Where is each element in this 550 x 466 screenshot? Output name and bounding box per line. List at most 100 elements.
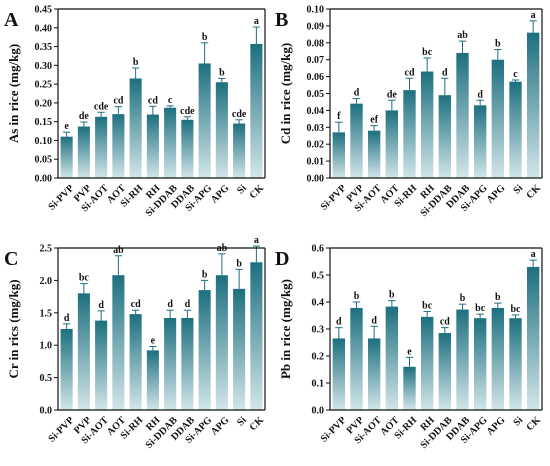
y-tick-label: 0.02 (307, 140, 325, 151)
significance-letter: d (98, 300, 104, 311)
bar (164, 107, 177, 178)
bar (491, 59, 505, 179)
significance-letter: b (202, 269, 208, 280)
bar (332, 132, 346, 178)
bar (367, 130, 381, 178)
significance-letter: b (495, 292, 501, 303)
x-tick-label: APG (485, 415, 508, 438)
significance-letter: d (185, 299, 191, 310)
bar (233, 123, 246, 178)
significance-letter: bc (511, 304, 522, 315)
x-tick-label: Si-PVP (319, 183, 349, 213)
significance-letter: b (460, 293, 466, 304)
y-tick-label: 2.5 (40, 244, 53, 255)
significance-letter: e (151, 335, 156, 346)
significance-letter: bc (79, 273, 90, 284)
y-tick-label: 0.3 (312, 325, 325, 336)
bar (60, 329, 73, 410)
y-tick-label: 0.30 (35, 61, 53, 72)
significance-letter: e (407, 346, 412, 357)
y-tick-label: 0.40 (35, 23, 53, 34)
significance-letter: a (254, 16, 259, 27)
bar (350, 307, 363, 410)
y-tick-label: 0.01 (307, 157, 325, 168)
y-tick-label: 0.00 (307, 174, 325, 185)
x-tick-label: Si (511, 183, 525, 197)
bar (129, 314, 142, 410)
y-tick-label: 0.10 (35, 136, 53, 147)
x-tick-label: CK (524, 183, 543, 202)
bar (385, 306, 399, 410)
significance-letter: cd (405, 67, 415, 78)
y-tick-label: 0.10 (307, 5, 325, 16)
y-tick-label: 0.25 (35, 80, 53, 91)
significance-letter: d (477, 89, 483, 100)
bar (129, 78, 142, 178)
bar (420, 316, 434, 410)
bar (181, 317, 194, 410)
significance-letter: b (495, 39, 501, 50)
bar (438, 95, 452, 178)
y-tick-label: 0.05 (307, 89, 325, 100)
bar (233, 288, 246, 410)
panel-letter: D (275, 248, 289, 270)
y-tick-label: 0.20 (35, 98, 53, 109)
y-tick-label: 0.06 (307, 72, 325, 83)
y-tick-label: 0.04 (307, 106, 325, 117)
y-axis-label: As in rice (mg/kg) (6, 44, 21, 143)
x-tick-label: CK (248, 415, 267, 434)
y-tick-label: 0.03 (307, 123, 325, 134)
x-tick-label: Si-PVP (319, 415, 349, 445)
significance-letter: c (168, 95, 173, 106)
significance-letter: d (354, 88, 360, 99)
chart-panel-c: CdSi-PVPbcPVPdSi-AOTabAOTcdSi-RHeRHdSi-D… (4, 235, 266, 451)
significance-letter: cde (180, 106, 195, 117)
bar (403, 90, 416, 178)
bar (473, 318, 487, 410)
bar (198, 290, 211, 410)
significance-letter: c (513, 69, 518, 80)
bar (146, 114, 159, 178)
significance-letter: b (133, 57, 139, 68)
x-tick-label: CK (248, 183, 267, 202)
significance-letter: b (389, 290, 395, 301)
significance-letter: a (254, 235, 259, 246)
bar (332, 338, 346, 410)
bar (250, 43, 263, 178)
bar (403, 366, 416, 410)
significance-letter: bc (475, 303, 486, 314)
significance-letter: cd (131, 299, 141, 310)
significance-letter: b (202, 32, 208, 43)
significance-letter: b (236, 258, 242, 269)
bar (112, 114, 125, 178)
significance-letter: e (64, 121, 69, 132)
chart-panel-a: AeSi-PVPdePVPcdeSi-AOTcdAOTbSi-RHcdRHcSi… (4, 5, 266, 219)
y-tick-label: 0.15 (35, 117, 53, 128)
significance-letter: cd (113, 96, 123, 107)
significance-letter: bc (422, 47, 433, 58)
bar (146, 350, 159, 410)
chart-panel-b: BfSi-PVPdPVPefSi-AOTdeAOTcdSi-RHbcRHdSi-… (275, 5, 543, 219)
bar (473, 105, 487, 178)
significance-letter: cd (148, 95, 158, 106)
panel-letter: B (275, 9, 288, 31)
bar (438, 333, 452, 410)
y-tick-label: 1.0 (40, 341, 53, 352)
significance-letter: d (64, 313, 70, 324)
bar (491, 307, 505, 410)
y-tick-label: 0.00 (35, 174, 53, 185)
bar (215, 275, 228, 410)
bar (367, 338, 381, 410)
bar (95, 116, 108, 178)
x-tick-label: Si (511, 415, 525, 429)
y-tick-label: 0.5 (40, 373, 53, 384)
y-tick-label: 0.2 (312, 352, 325, 363)
significance-letter: bc (422, 300, 433, 311)
bar (250, 262, 263, 410)
significance-letter: b (354, 291, 360, 302)
y-tick-label: 0.0 (40, 406, 53, 417)
significance-letter: d (442, 67, 448, 78)
bar (350, 103, 363, 178)
bar (112, 275, 125, 410)
significance-letter: d (167, 299, 173, 310)
